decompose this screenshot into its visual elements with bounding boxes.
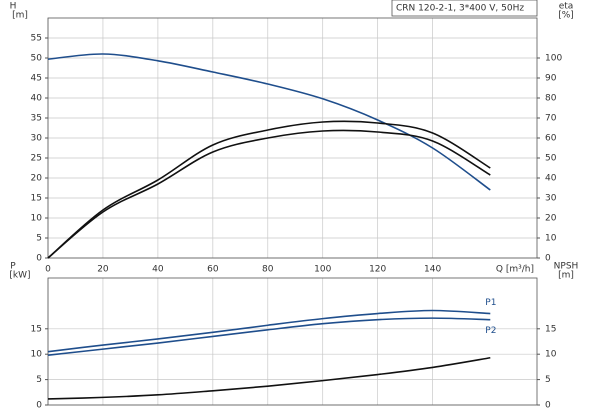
y2-tick-label: 5: [545, 375, 551, 385]
y-tick-label: 5: [36, 375, 42, 385]
y2-tick-label: 10: [545, 350, 557, 360]
y-tick-label: 10: [31, 214, 43, 224]
header-text: CRN 120-2-1, 3*400 V, 50Hz: [396, 4, 524, 14]
y-tick-label: 55: [31, 34, 42, 44]
y-tick-label: 30: [31, 134, 43, 144]
x-axis-label: Q [m³/h]: [496, 265, 534, 275]
y2-tick-label: 10: [545, 234, 557, 244]
y-tick-label: 25: [31, 154, 42, 164]
plot-frame: [47, 277, 538, 406]
y-axis-unit: [m]: [12, 11, 28, 21]
y-tick-label: 35: [31, 114, 42, 124]
y-tick-label: 10: [31, 350, 43, 360]
y2-tick-label: 0: [545, 401, 551, 411]
x-tick-label: 120: [369, 265, 386, 275]
y-tick-label: 15: [31, 324, 42, 334]
plot-frame: [47, 17, 538, 259]
y2-tick-label: 100: [545, 54, 562, 64]
y2-tick-label: 30: [545, 194, 557, 204]
x-tick-label: 140: [424, 265, 441, 275]
y-tick-label: 5: [36, 234, 42, 244]
y2-axis-unit: [%]: [558, 11, 574, 21]
x-tick-label: 100: [314, 265, 331, 275]
y2-tick-label: 20: [545, 214, 557, 224]
curve: [47, 317, 491, 357]
curve: [47, 53, 491, 191]
x-tick-label: 60: [207, 265, 219, 275]
x-tick-label: 40: [152, 265, 164, 275]
y-tick-label: 0: [36, 254, 42, 264]
y-tick-label: 15: [31, 194, 42, 204]
series-label: P2: [485, 326, 496, 336]
curve: [47, 129, 491, 259]
y2-tick-label: 70: [545, 114, 557, 124]
y2-tick-label: 15: [545, 324, 556, 334]
curve: [47, 356, 491, 400]
y2-axis-unit: [m]: [558, 271, 574, 281]
series-label: P1: [485, 298, 496, 308]
curve: [47, 120, 491, 259]
y-tick-label: 0: [36, 401, 42, 411]
y-axis-label: H: [10, 2, 17, 12]
y-tick-label: 40: [31, 94, 43, 104]
y2-tick-label: 80: [545, 94, 557, 104]
y2-axis-label: eta: [559, 2, 574, 12]
y-tick-label: 45: [31, 74, 42, 84]
x-tick-label: 20: [97, 265, 109, 275]
x-tick-label: 80: [262, 265, 274, 275]
y2-tick-label: 90: [545, 74, 557, 84]
header-box: [391, 0, 538, 17]
y-tick-label: 20: [31, 174, 43, 184]
y2-tick-label: 50: [545, 154, 557, 164]
y2-tick-label: 40: [545, 174, 557, 184]
y2-tick-label: 60: [545, 134, 557, 144]
y-axis-label: P: [10, 262, 16, 272]
curve: [47, 309, 491, 353]
y2-tick-label: 0: [545, 254, 551, 264]
y-axis-unit: [kW]: [9, 271, 30, 281]
y-tick-label: 50: [31, 54, 43, 64]
x-tick-label: 0: [45, 265, 51, 275]
y2-axis-label: NPSH: [554, 262, 579, 272]
